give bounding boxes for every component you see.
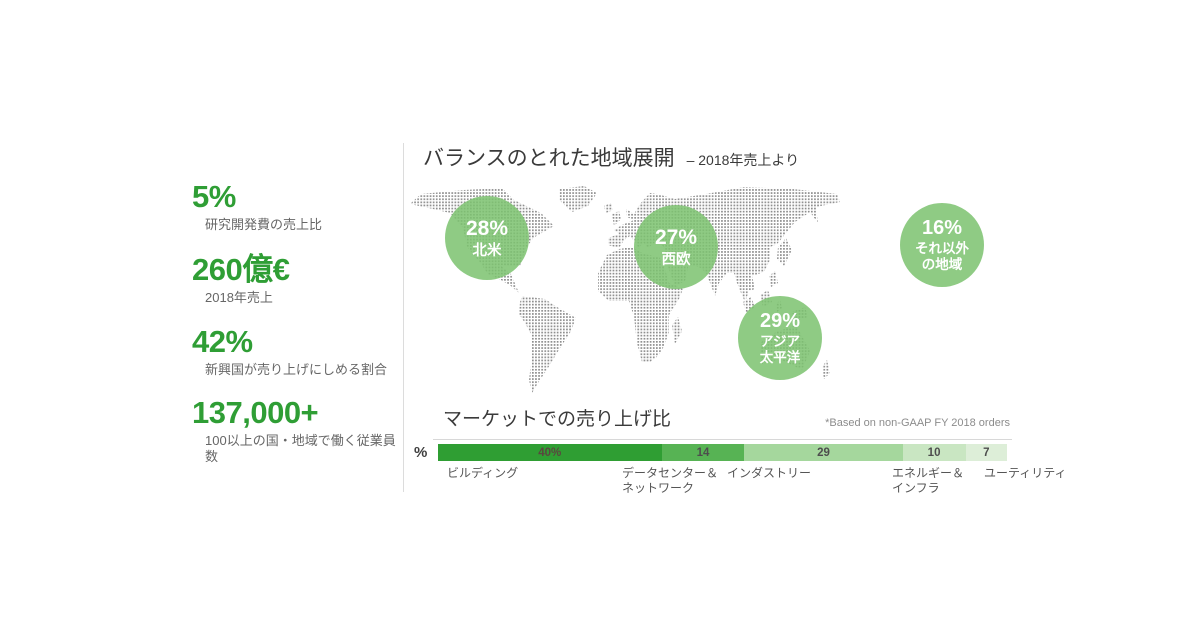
market-title: マーケットでの売り上げ比 bbox=[443, 409, 672, 430]
market-bar-segment: 10 bbox=[902, 444, 966, 461]
segment-value: 7 bbox=[983, 446, 990, 459]
region-bubble: 16% それ以外 の地域 bbox=[900, 203, 984, 287]
stat-value: 42% bbox=[192, 324, 253, 359]
region-bubble: 28% 北米 bbox=[445, 196, 529, 280]
bubble-percent: 29% bbox=[759, 310, 801, 332]
market-bar-segment: 40% bbox=[438, 444, 662, 461]
bubble-region-name: アジア 太平洋 bbox=[759, 334, 801, 365]
stat-label: 100以上の国・地域で働く従業員数 bbox=[205, 433, 396, 464]
regions-title: バランスのとれた地域展開 bbox=[423, 147, 675, 170]
market-bar-segment: 29 bbox=[744, 444, 903, 461]
bubble-percent: 28% bbox=[465, 216, 509, 240]
region-bubble: 27% 西欧 bbox=[634, 205, 718, 289]
segment-label: データセンター＆ ネットワーク bbox=[622, 466, 719, 495]
stat-value: 260億€ bbox=[192, 252, 290, 287]
stat-employees: 137,000+ 100以上の国・地域で働く従業員数 bbox=[192, 396, 407, 465]
stat-emerging-share: 42% 新興国が売り上げにしめる割合 bbox=[192, 325, 407, 378]
segment-value: 14 bbox=[696, 446, 710, 459]
segment-label: ビルディング bbox=[447, 466, 519, 480]
bubble-region-name: それ以外 の地域 bbox=[915, 241, 969, 272]
stat-rd-ratio: 5% 研究開発費の売上比 bbox=[192, 180, 407, 233]
market-share-bar: 40% 14 29 10 7 bbox=[438, 444, 1008, 461]
market-bar-segment: 7 bbox=[965, 444, 1008, 461]
regions-header: バランスのとれた地域展開 – 2018年売上より bbox=[423, 142, 799, 172]
segment-label: ユーティリティ bbox=[984, 466, 1067, 480]
segment-value: 29 bbox=[817, 446, 830, 459]
segment-value: 10 bbox=[927, 446, 941, 459]
bar-top-rule bbox=[433, 439, 1012, 440]
bubble-percent: 27% bbox=[654, 225, 698, 249]
bar-unit-label: % bbox=[414, 444, 428, 461]
bubble-region-name: 西欧 bbox=[661, 251, 691, 268]
bubble-region-name: 北米 bbox=[472, 242, 502, 259]
stat-label: 研究開発費の売上比 bbox=[205, 217, 323, 232]
market-note: *Based on non-GAAP FY 2018 orders bbox=[825, 417, 1010, 429]
vertical-divider bbox=[403, 143, 404, 492]
stat-revenue: 260億€ 2018年売上 bbox=[192, 253, 407, 306]
stat-label: 2018年売上 bbox=[205, 290, 273, 305]
stat-value: 137,000+ bbox=[192, 395, 319, 430]
market-bar-segment: 14 bbox=[661, 444, 745, 461]
regions-subtitle: – 2018年売上より bbox=[686, 152, 800, 168]
region-bubble: 29% アジア 太平洋 bbox=[738, 296, 822, 380]
segment-value: 40% bbox=[538, 446, 562, 459]
stat-value: 5% bbox=[192, 179, 236, 214]
segment-label: エネルギー＆ インフラ bbox=[892, 466, 965, 495]
bubble-percent: 16% bbox=[921, 217, 963, 239]
segment-label: インダストリー bbox=[727, 466, 812, 480]
stat-label: 新興国が売り上げにしめる割合 bbox=[205, 362, 388, 377]
